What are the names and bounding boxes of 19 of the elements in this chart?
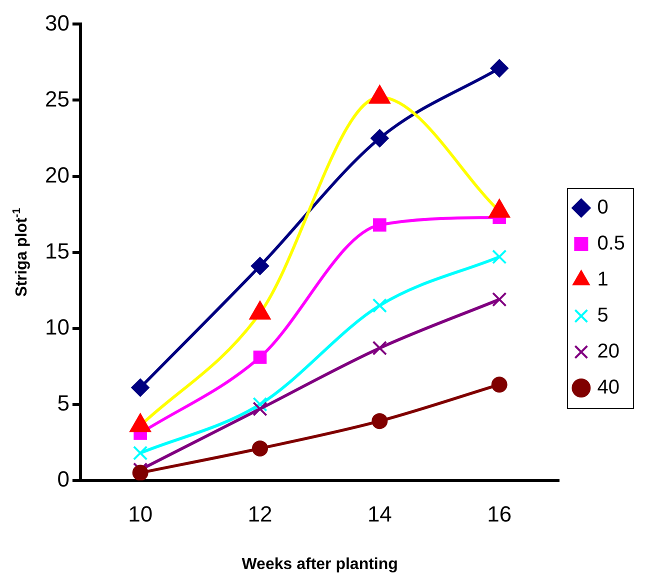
- y-tick-label: 10: [44, 314, 70, 340]
- x-tick-label: 12: [248, 502, 272, 527]
- y-tick-label: 15: [44, 238, 70, 264]
- x-tick-label: 16: [487, 502, 512, 527]
- x-tick-label: 14: [367, 502, 392, 527]
- legend-label: 1: [597, 268, 608, 291]
- legend-label: 0: [597, 196, 608, 219]
- legend-label: 40: [597, 376, 620, 399]
- y-tick-label: 25: [44, 86, 70, 112]
- y-tick-label: 20: [44, 162, 70, 188]
- x-tick-label: 10: [128, 502, 153, 527]
- y-tick-label: 0: [57, 466, 70, 492]
- legend-label: 5: [597, 304, 608, 327]
- y-axis-title: Striga plot-1: [11, 208, 30, 297]
- legend-label: 20: [597, 340, 620, 363]
- x-axis-title: Weeks after planting: [242, 556, 398, 573]
- legend-label: 0.5: [597, 232, 626, 255]
- y-tick-label: 5: [57, 390, 70, 416]
- y-tick-label: 30: [44, 10, 70, 36]
